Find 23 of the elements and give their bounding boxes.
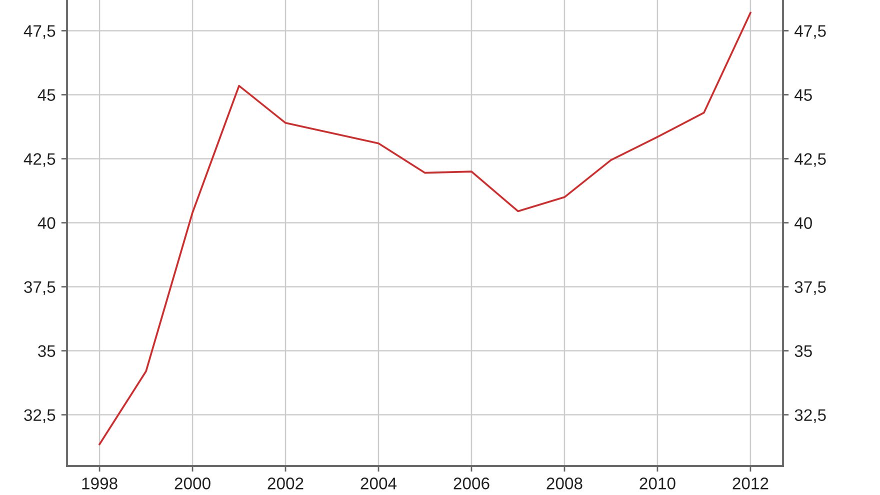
y2-tick-label: 45 (794, 89, 812, 101)
y-tick-label: 42,5 (24, 153, 56, 167)
y2-tick-label: 32,5 (794, 409, 826, 423)
y-tick-label: 45 (38, 89, 56, 101)
y-tick-label: 40 (38, 217, 56, 229)
x-tick-label: 2008 (546, 478, 582, 490)
x-tick-label: 2002 (268, 478, 304, 490)
x-tick-label: 2000 (174, 478, 210, 490)
y-tick-label: 37,5 (24, 281, 56, 295)
y2-tick-label: 37,5 (794, 281, 826, 295)
y2-tick-label: 42,5 (794, 153, 826, 167)
x-tick-label: 1998 (82, 478, 118, 490)
x-tick-label: 2012 (732, 478, 768, 490)
y2-tick-label: 40 (794, 217, 812, 229)
y-tick-label: 35 (38, 345, 56, 357)
x-tick-label: 2010 (640, 478, 676, 490)
y-tick-label: 47,5 (24, 25, 56, 39)
line-series (98, 12, 752, 446)
y-tick-label: 32,5 (24, 409, 56, 423)
x-tick-label: 2004 (360, 478, 397, 490)
y2-tick-label: 35 (794, 345, 812, 357)
x-tick-label: 2006 (454, 478, 490, 490)
y2-tick-label: 47,5 (794, 25, 826, 39)
